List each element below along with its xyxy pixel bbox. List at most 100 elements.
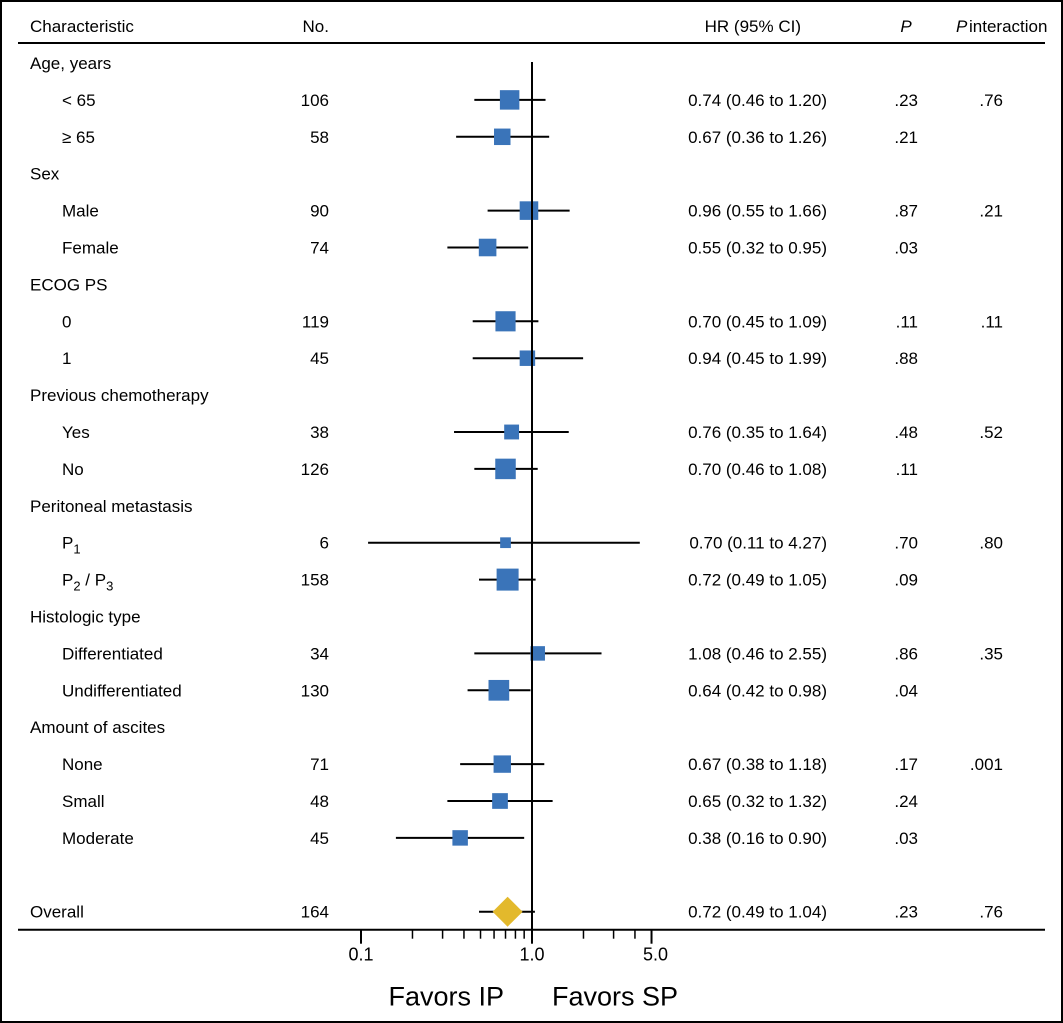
row-label: Moderate: [62, 829, 134, 848]
row-label: Overall: [30, 903, 84, 922]
hr-marker: [493, 755, 511, 773]
row-label-subscript: 3: [106, 579, 113, 594]
hr-marker: [452, 830, 468, 846]
row-label: < 65: [62, 91, 96, 110]
row-label-mid: / P: [81, 571, 107, 590]
row-p-interaction: .76: [979, 903, 1003, 922]
row-p: .24: [894, 792, 918, 811]
row-p-interaction: .80: [979, 534, 1003, 553]
row-hr-ci: 0.72 (0.49 to 1.05): [688, 571, 827, 590]
hr-marker: [530, 646, 545, 661]
row-p-interaction: .11: [981, 312, 1003, 331]
row-p: .11: [896, 460, 918, 479]
row-p: .88: [894, 349, 918, 368]
row-n: 106: [301, 91, 329, 110]
header-p-interaction: P: [956, 17, 968, 36]
group-label: Previous chemotherapy: [30, 386, 209, 405]
row-label: P2 / P3: [62, 571, 113, 594]
hr-marker: [495, 458, 516, 480]
row-n: 74: [310, 239, 329, 258]
row-hr-ci: 0.38 (0.16 to 0.90): [688, 829, 827, 848]
row-label: 0: [62, 312, 71, 331]
row-p: .17: [894, 755, 918, 774]
row-label: P1: [62, 534, 81, 557]
hr-marker: [492, 793, 508, 809]
row-n: 58: [310, 128, 329, 147]
overall-diamond: [492, 896, 523, 927]
row-label-subscript: 2: [73, 579, 80, 594]
row-p-interaction: .52: [979, 423, 1003, 442]
row-hr-ci: 0.55 (0.32 to 0.95): [688, 239, 827, 258]
tick-label: 5.0: [643, 945, 668, 965]
row-hr-ci: 0.72 (0.49 to 1.04): [688, 903, 827, 922]
group-label: Histologic type: [30, 608, 141, 627]
row-label: Undifferentiated: [62, 681, 182, 700]
row-p: .70: [894, 534, 918, 553]
row-p: .21: [894, 128, 918, 147]
row-label-subscript: 1: [73, 542, 80, 557]
row-p-interaction: .76: [979, 91, 1003, 110]
row-hr-ci: 0.94 (0.45 to 1.99): [688, 349, 827, 368]
header-no: No.: [303, 17, 329, 36]
row-n: 48: [310, 792, 329, 811]
row-label: Male: [62, 202, 99, 221]
row-n: 34: [310, 644, 329, 663]
hr-marker: [519, 201, 539, 220]
row-p: .09: [894, 571, 918, 590]
row-p: .48: [894, 423, 918, 442]
hr-marker: [478, 238, 497, 257]
tick-label: 0.1: [348, 945, 373, 965]
row-label-main: P: [62, 534, 73, 553]
row-hr-ci: 0.67 (0.36 to 1.26): [688, 128, 827, 147]
group-label: Sex: [30, 165, 60, 184]
row-p: .11: [896, 312, 918, 331]
hr-marker: [496, 568, 519, 591]
row-label: Differentiated: [62, 644, 163, 663]
row-p-interaction: .35: [979, 644, 1003, 663]
row-n: 38: [310, 423, 329, 442]
row-p: .87: [894, 202, 918, 221]
row-p: .04: [894, 681, 918, 700]
header-hr-ci: HR (95% CI): [705, 17, 801, 36]
row-label: Female: [62, 239, 119, 258]
row-n: 45: [310, 829, 329, 848]
row-label-main: P: [62, 571, 73, 590]
header-characteristic: Characteristic: [30, 17, 134, 36]
row-hr-ci: 0.76 (0.35 to 1.64): [688, 423, 827, 442]
row-p: .23: [894, 91, 918, 110]
hr-marker: [504, 424, 520, 440]
tick-label: 1.0: [519, 945, 544, 965]
row-hr-ci: 0.67 (0.38 to 1.18): [688, 755, 827, 774]
row-p: .23: [894, 903, 918, 922]
row-n: 119: [302, 312, 329, 331]
row-p-interaction: .21: [979, 202, 1003, 221]
group-label: ECOG PS: [30, 275, 107, 294]
row-hr-ci: 1.08 (0.46 to 2.55): [688, 644, 827, 663]
row-p: .03: [894, 239, 918, 258]
hr-marker: [499, 90, 520, 110]
row-label: Small: [62, 792, 105, 811]
group-label: Peritoneal metastasis: [30, 497, 193, 516]
row-label: Yes: [62, 423, 90, 442]
row-hr-ci: 0.96 (0.55 to 1.66): [688, 202, 827, 221]
row-n: 45: [310, 349, 329, 368]
favors-right-label: Favors SP: [552, 982, 678, 1012]
row-p: .03: [894, 829, 918, 848]
row-n: 164: [301, 903, 329, 922]
row-n: 90: [310, 202, 329, 221]
row-n: 158: [301, 571, 329, 590]
row-label: ≥ 65: [62, 128, 95, 147]
header-p: P: [900, 17, 912, 36]
hr-marker: [488, 679, 510, 701]
favors-left-label: Favors IP: [388, 982, 504, 1012]
group-label: Age, years: [30, 54, 111, 73]
row-hr-ci: 0.74 (0.46 to 1.20): [688, 91, 827, 110]
row-hr-ci: 0.70 (0.11 to 4.27): [689, 534, 827, 553]
row-hr-ci: 0.70 (0.45 to 1.09): [688, 312, 827, 331]
row-label: No: [62, 460, 84, 479]
row-p-interaction: .001: [970, 755, 1003, 774]
row-hr-ci: 0.70 (0.46 to 1.08): [688, 460, 827, 479]
row-n: 71: [310, 755, 329, 774]
